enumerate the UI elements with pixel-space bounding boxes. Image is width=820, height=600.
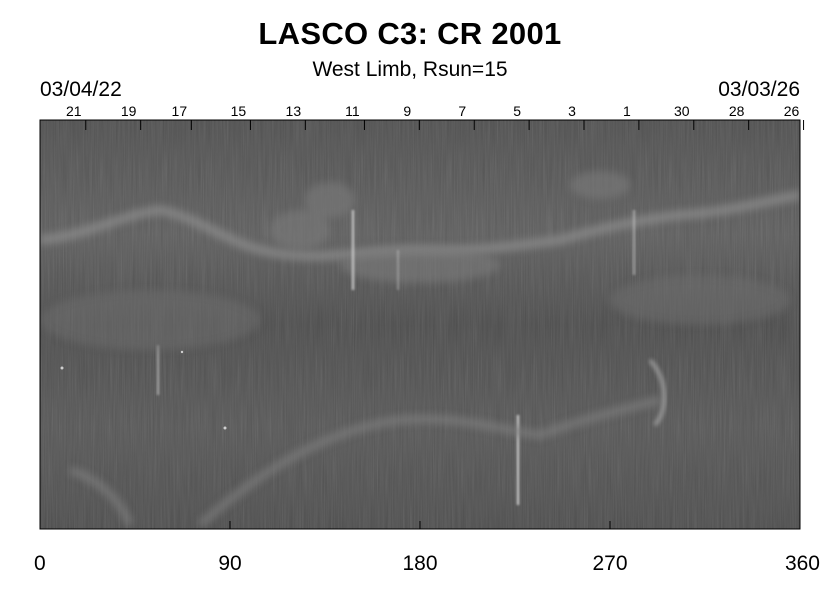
chart-title: LASCO C3: CR 2001	[258, 16, 562, 51]
start-date-label: 03/04/22	[40, 78, 122, 101]
day-tick-label: 11	[345, 103, 360, 119]
chart-subtitle: West Limb, Rsun=15	[312, 58, 508, 81]
day-tick-label: 15	[231, 103, 247, 119]
day-tick-label: 13	[286, 103, 302, 119]
x-tick-label: 270	[592, 552, 627, 575]
day-tick-label: 26	[784, 103, 800, 119]
coronagraph-image	[40, 120, 800, 529]
x-tick-label: 360	[785, 552, 820, 575]
day-tick-label: 1	[623, 103, 631, 119]
day-tick-label: 5	[513, 103, 521, 119]
day-ticks: 21 19 17 15 13 11 9 7 5 3 1 30 28 26	[66, 103, 805, 130]
x-tick-label: 180	[402, 552, 437, 575]
day-tick-label: 21	[66, 103, 82, 119]
end-date-label: 03/03/26	[718, 78, 800, 101]
x-tick-label: 90	[218, 552, 241, 575]
day-tick-label: 30	[674, 103, 690, 119]
x-axis: 0 90 180 270 360	[34, 521, 820, 575]
day-tick-label: 7	[458, 103, 466, 119]
day-tick-label: 17	[172, 103, 188, 119]
x-tick-label: 0	[34, 552, 46, 575]
day-tick-label: 19	[121, 103, 137, 119]
day-tick-label: 3	[568, 103, 576, 119]
day-tick-label: 28	[729, 103, 745, 119]
day-tick-label: 9	[403, 103, 411, 119]
